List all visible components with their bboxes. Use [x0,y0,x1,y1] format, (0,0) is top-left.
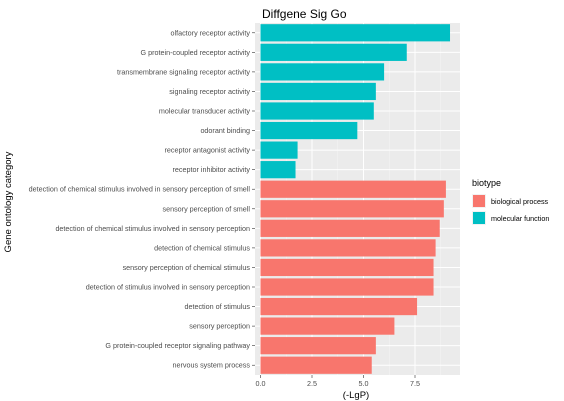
bar-15 [260,297,418,316]
y-tick-label: odorant binding [200,126,250,135]
bar-2 [260,43,407,61]
bar-7 [260,141,298,159]
bar-9 [260,180,446,198]
y-tick-label: sensory perception of chemical stimulus [123,263,251,272]
x-tick-label: 7.5 [410,379,420,388]
y-tick-label: detection of chemical stimulus [154,243,250,252]
x-tick-label: 0.0 [256,379,266,388]
legend-label: biological process [491,197,549,206]
bar-14 [260,278,434,296]
bar-17 [260,337,376,355]
bar-12 [260,239,436,257]
bar-5 [260,102,374,120]
chart-title: Diffgene Sig Go [262,7,347,21]
bar-18 [260,356,372,374]
legend-key-swatch [473,212,485,224]
bar-13 [260,258,434,277]
bar-16 [260,317,395,335]
bar-1 [260,24,451,42]
y-tick-label: olfactory receptor activity [171,28,251,37]
y-tick-label: nervous system process [173,361,251,370]
y-tick-label: sensory perception [189,322,250,331]
y-tick-label: detection of chemical stimulus involved … [55,224,250,233]
legend-title: biotype [472,178,501,188]
bar-8 [260,161,296,179]
y-tick-label: transmembrane signaling receptor activit… [117,67,250,76]
bar-3 [260,63,385,81]
legend-label: molecular function [491,214,549,223]
bar-4 [260,82,376,101]
bar-6 [260,121,358,140]
y-tick-label: sensory perception of smell [163,204,251,213]
y-axis-title: Gene ontology category [3,151,14,252]
legend-key-swatch [473,195,485,207]
bar-11 [260,219,440,237]
y-tick-label: receptor inhibitor activity [173,165,251,174]
y-tick-label: molecular transducer activity [159,107,250,116]
x-tick-label: 5.0 [359,379,369,388]
y-tick-label: detection of chemical stimulus involved … [29,185,251,194]
y-tick-label: receptor antagonist activity [165,146,251,155]
y-tick-label: detection of stimulus involved in sensor… [86,283,250,292]
x-tick-label: 2.5 [307,379,317,388]
legend: biological process molecular function [472,194,549,225]
y-tick-label: signaling receptor activity [169,87,250,96]
panel-background [255,23,460,375]
y-tick-label: G protein-coupled receptor signaling pat… [105,341,250,350]
plot-panel [255,23,460,375]
bar-10 [260,200,444,218]
x-axis-title: (-LgP) [343,390,369,401]
y-tick-label: G protein-coupled receptor activity [141,48,251,57]
y-tick-label: detection of stimulus [184,302,250,311]
